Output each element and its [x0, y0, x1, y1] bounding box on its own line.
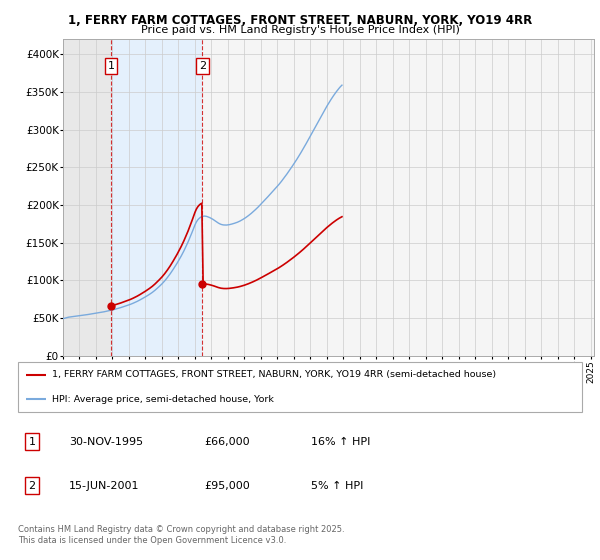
Text: 1: 1 [29, 437, 35, 446]
Text: 1, FERRY FARM COTTAGES, FRONT STREET, NABURN, YORK, YO19 4RR: 1, FERRY FARM COTTAGES, FRONT STREET, NA… [68, 14, 532, 27]
Text: £66,000: £66,000 [204, 437, 250, 446]
Bar [111, 39, 202, 356]
Text: 30-NOV-1995: 30-NOV-1995 [69, 437, 143, 446]
Text: 2: 2 [199, 61, 206, 71]
Text: 5% ↑ HPI: 5% ↑ HPI [311, 480, 364, 491]
Text: Price paid vs. HM Land Registry's House Price Index (HPI): Price paid vs. HM Land Registry's House … [140, 25, 460, 35]
Text: Contains HM Land Registry data © Crown copyright and database right 2025.
This d: Contains HM Land Registry data © Crown c… [18, 525, 344, 545]
Text: HPI: Average price, semi-detached house, York: HPI: Average price, semi-detached house,… [52, 395, 274, 404]
Text: 1, FERRY FARM COTTAGES, FRONT STREET, NABURN, YORK, YO19 4RR (semi-detached hous: 1, FERRY FARM COTTAGES, FRONT STREET, NA… [52, 370, 496, 379]
FancyBboxPatch shape [18, 362, 582, 412]
Text: 16% ↑ HPI: 16% ↑ HPI [311, 437, 371, 446]
Text: 15-JUN-2001: 15-JUN-2001 [69, 480, 139, 491]
Bar [63, 39, 111, 356]
Text: £95,000: £95,000 [204, 480, 250, 491]
Text: 2: 2 [29, 480, 35, 491]
Text: 1: 1 [107, 61, 115, 71]
